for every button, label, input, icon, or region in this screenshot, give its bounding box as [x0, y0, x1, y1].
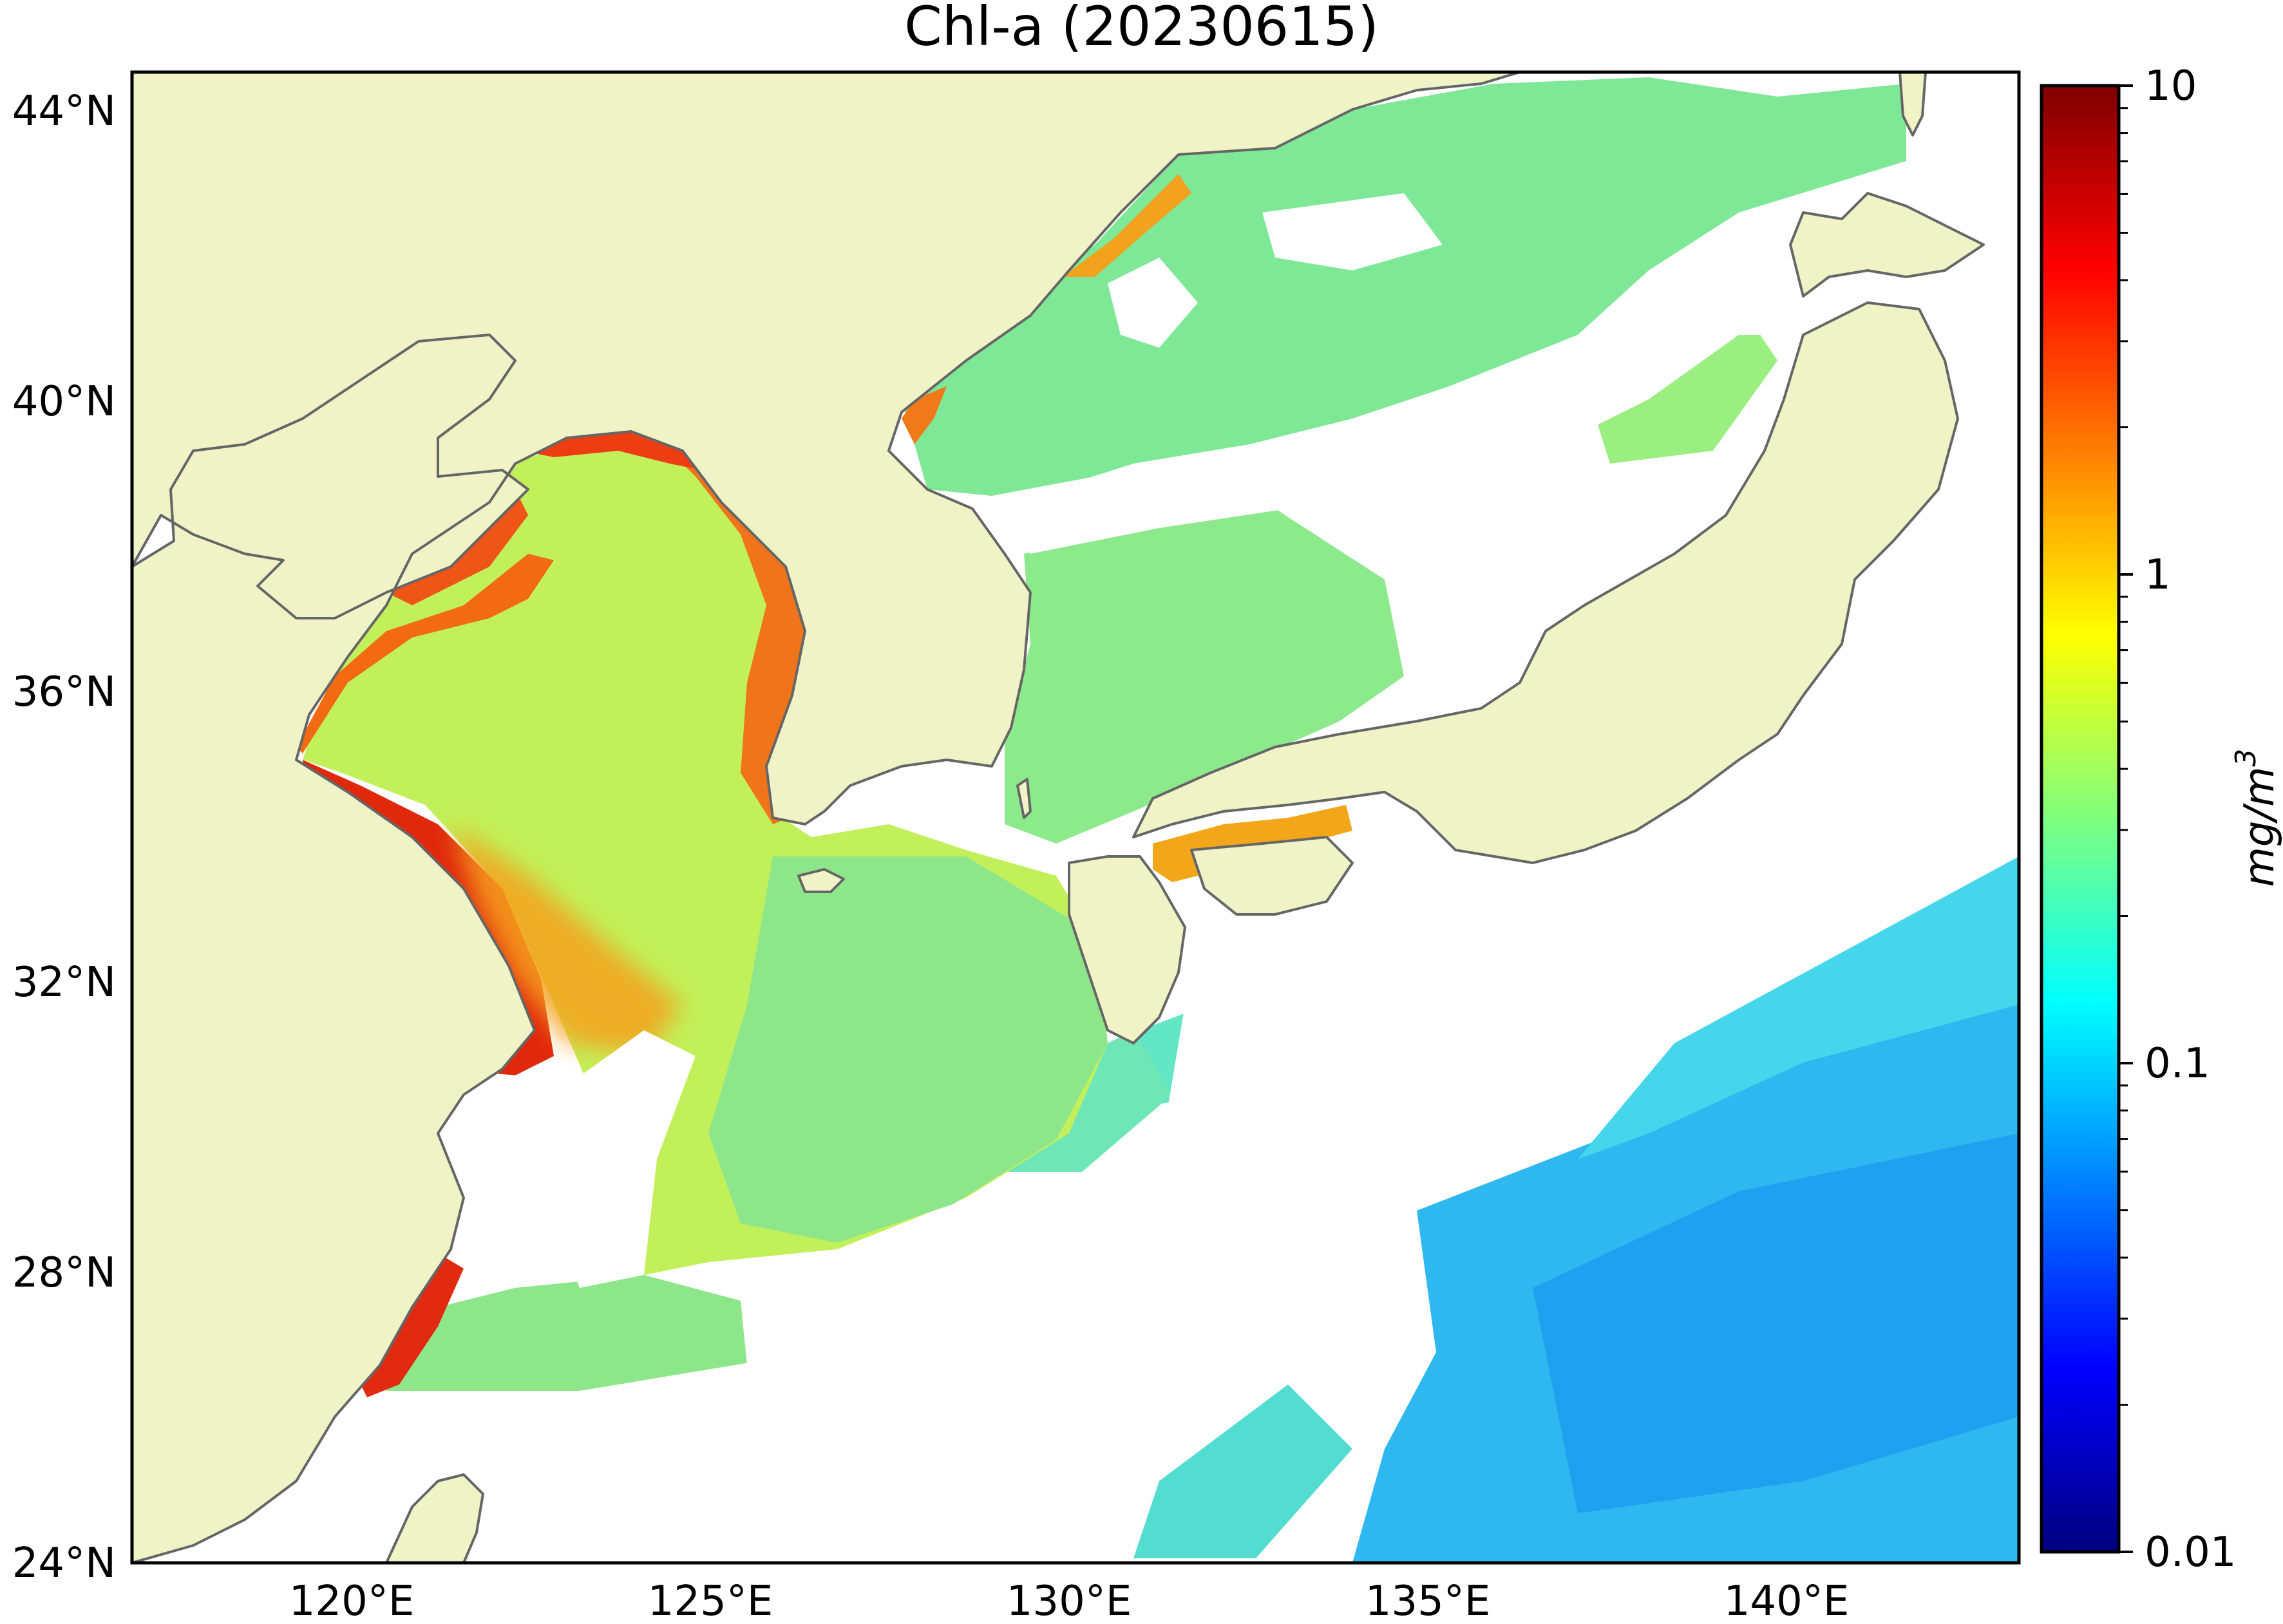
colorbar-tick-label: 10 — [2145, 62, 2197, 110]
cloud-gap-south — [361, 1236, 1146, 1563]
cloud-gap-sea-of-japan — [992, 245, 1906, 554]
colorbar-unit-text: mg/m — [2236, 767, 2283, 887]
land — [132, 72, 1985, 1563]
lat-label: 40°N — [12, 378, 116, 426]
land-japan-honshu — [1132, 301, 1959, 864]
lon-labels: 120°E 125°E 130°E 135°E 140°E — [289, 1578, 1850, 1624]
lon-label: 135°E — [1365, 1578, 1491, 1624]
land-sakhalin — [1899, 72, 1927, 137]
colorbar-ticks — [2119, 84, 2133, 1553]
lon-label: 125°E — [648, 1578, 773, 1624]
shandong-coast-band — [296, 554, 554, 753]
land-hokkaido — [1789, 192, 1985, 297]
tatar-coast-band — [1063, 174, 1191, 277]
land-taiwan — [385, 1473, 484, 1563]
colorbar-tick-label: 0.1 — [2145, 1040, 2210, 1088]
pacific-mid-region — [1578, 856, 2019, 1159]
cloud-gap-upper — [1108, 258, 1198, 348]
land-jeju — [797, 868, 845, 893]
colorbar-unit-label: mg/m3 — [2230, 749, 2283, 887]
cloud-gap-yangtze-mouth — [438, 1069, 554, 1211]
south-east-china-sea-patch — [386, 1275, 747, 1391]
jiangsu-coast-orange-fringe — [451, 824, 683, 1056]
land-tsushima — [1016, 778, 1032, 819]
lat-label: 32°N — [12, 959, 116, 1006]
pacific-deep-blue-region — [1533, 1133, 2019, 1513]
lon-label: 120°E — [289, 1578, 415, 1624]
colorbar-tick-label: 0.01 — [2145, 1529, 2237, 1576]
land-china-korea-russia — [132, 72, 1521, 1563]
map-frame — [130, 70, 2021, 1565]
chart-title: Chl-a (20230615) — [904, 0, 1379, 58]
cloud-gap-central — [1127, 663, 2019, 1288]
map-panel — [132, 72, 2019, 1563]
cloud-gap-japan-sea-north — [1262, 193, 1443, 270]
sea-of-japan-south — [1005, 509, 1404, 844]
land-shikoku — [1190, 836, 1354, 916]
lon-label: 140°E — [1724, 1578, 1850, 1624]
colorbar-bar — [2040, 84, 2121, 1554]
colorbar-unit-exponent: 3 — [2230, 749, 2262, 767]
lat-label: 36°N — [12, 668, 116, 716]
colorbar: 10 1 0.1 0.01 mg/m3 — [2040, 62, 2283, 1576]
no-data-gaps — [361, 193, 2019, 1563]
north-korea-coast-band — [902, 386, 947, 444]
lat-labels: 44°N 40°N 36°N 32°N 28°N 24°N — [12, 88, 116, 1587]
east-china-sea-green-band — [708, 856, 1108, 1243]
colorbar-tick-label: 1 — [2145, 551, 2171, 599]
offshore-patch-south — [1133, 1384, 1352, 1558]
lat-label: 44°N — [12, 88, 116, 135]
lat-label: 24°N — [12, 1540, 116, 1587]
cloud-gap-east-china-sea — [554, 1030, 696, 1288]
lat-label: 28°N — [12, 1249, 116, 1297]
sea-of-japan-north — [902, 77, 1906, 496]
land-kyushu — [1068, 855, 1186, 1044]
colorbar-minor-ticks — [2119, 107, 2128, 1406]
lon-label: 130°E — [1007, 1578, 1132, 1624]
